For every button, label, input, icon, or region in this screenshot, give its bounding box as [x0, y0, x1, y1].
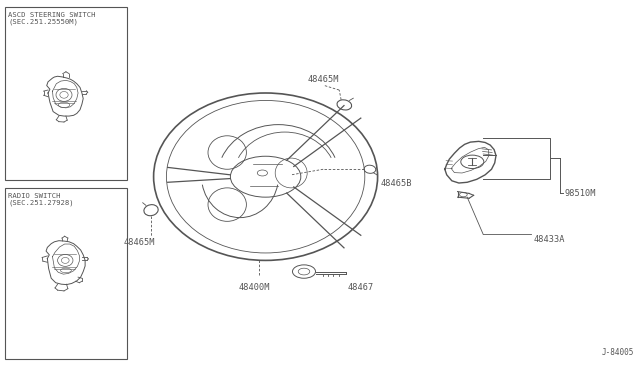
Text: 48433A: 48433A	[533, 235, 564, 244]
Text: (SEC.251.27928): (SEC.251.27928)	[8, 199, 74, 206]
Text: 48465B: 48465B	[381, 179, 412, 187]
Text: J-84005: J-84005	[601, 348, 634, 357]
Text: ASCD STEERING SWITCH: ASCD STEERING SWITCH	[8, 12, 96, 18]
Text: 48467: 48467	[348, 283, 374, 292]
FancyBboxPatch shape	[5, 188, 127, 359]
FancyBboxPatch shape	[5, 7, 127, 180]
Text: 98510M: 98510M	[564, 189, 596, 198]
Text: RADIO SWITCH: RADIO SWITCH	[8, 193, 61, 199]
Text: (SEC.251.25550M): (SEC.251.25550M)	[8, 19, 78, 25]
Text: 48465M: 48465M	[124, 238, 156, 247]
Text: 48465M: 48465M	[307, 75, 339, 84]
Text: 48400M: 48400M	[239, 283, 271, 292]
